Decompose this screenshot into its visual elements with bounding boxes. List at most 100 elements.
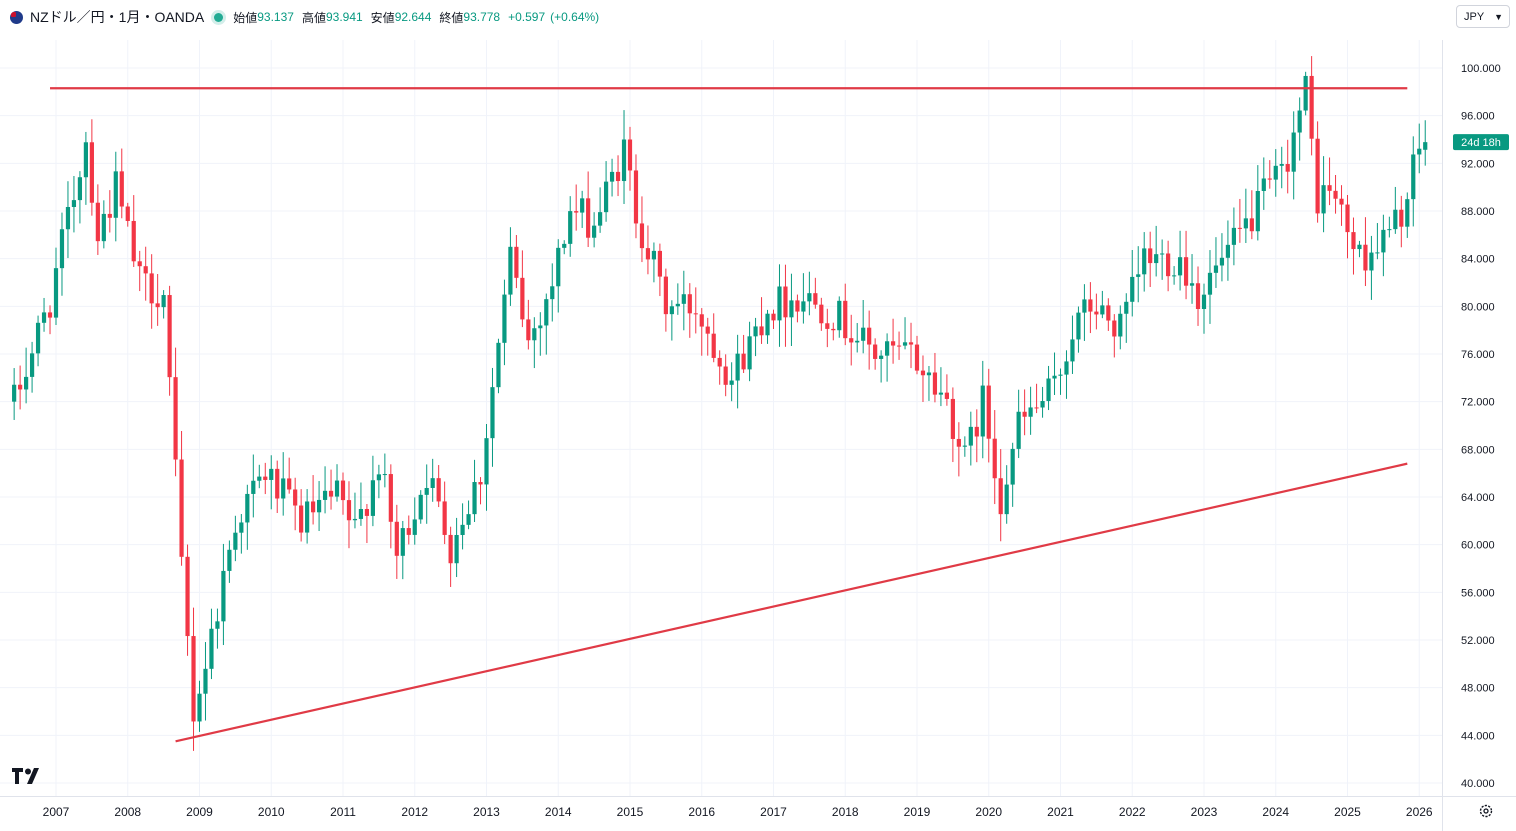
price-tick-label: 44.000 <box>1461 730 1495 742</box>
candle-body <box>1016 411 1021 449</box>
candle-body <box>101 213 106 242</box>
candle-body <box>741 353 746 370</box>
candle-body <box>1106 305 1111 321</box>
candle-body <box>316 499 322 513</box>
candle-body <box>466 514 471 525</box>
candle-body <box>1094 311 1099 315</box>
price-tick-label: 52.000 <box>1461 635 1495 647</box>
candle-body <box>920 370 926 376</box>
time-tick-label: 2022 <box>1119 805 1146 819</box>
close-label: 終値 <box>439 10 464 25</box>
candle-body <box>83 142 88 178</box>
candle-body <box>1189 283 1195 286</box>
time-tick-label: 2017 <box>760 805 787 819</box>
candle-body <box>227 549 232 571</box>
candle-body <box>603 181 609 213</box>
candle-body <box>179 459 184 557</box>
candle-body <box>759 326 764 336</box>
time-tick-label: 2010 <box>258 805 285 819</box>
time-tick-label: 2019 <box>904 805 931 819</box>
candle-body <box>669 306 674 315</box>
candle-body <box>1405 199 1410 227</box>
time-tick-label: 2023 <box>1191 805 1218 819</box>
candle-body <box>532 328 537 341</box>
candle-body <box>526 319 531 341</box>
candle-body <box>233 532 238 550</box>
candle-body <box>1034 407 1039 409</box>
candle-body <box>514 246 519 278</box>
nz-flag-icon <box>10 10 23 24</box>
candle-body <box>1225 244 1231 258</box>
candle-body <box>825 323 830 329</box>
candle-body <box>257 476 262 481</box>
candle-body <box>831 328 836 331</box>
candle-body <box>1303 75 1308 111</box>
candle-body <box>687 294 692 314</box>
time-tick-label: 2020 <box>975 805 1002 819</box>
market-status-icon <box>214 12 224 22</box>
candle-body <box>1022 411 1027 417</box>
candle-body <box>1285 164 1290 172</box>
price-tick-label: 88.000 <box>1461 206 1495 218</box>
gear-icon[interactable] <box>1477 802 1495 820</box>
high-label: 高値 <box>301 10 326 25</box>
candle-body <box>777 286 782 321</box>
candle-body <box>203 668 208 694</box>
candle-body <box>1291 132 1296 172</box>
candle-body <box>1261 178 1266 191</box>
candle-body <box>1231 227 1236 245</box>
candle-body <box>1351 232 1356 250</box>
symbol-title[interactable]: NZドル／円・1月・OANDA <box>30 9 205 25</box>
price-tick-label: 64.000 <box>1461 492 1495 504</box>
price-tick-label: 76.000 <box>1461 349 1495 361</box>
candle-body <box>167 295 172 378</box>
candle-body <box>77 177 83 201</box>
time-tick-label: 2021 <box>1047 805 1074 819</box>
support-trendline[interactable] <box>175 462 1408 743</box>
candle-body <box>621 139 627 182</box>
candle-body <box>556 247 561 287</box>
candle-body <box>950 398 955 439</box>
time-tick-label: 2013 <box>473 805 500 819</box>
candle-body <box>293 489 298 506</box>
candle-body <box>586 198 591 238</box>
candle-body <box>328 490 334 497</box>
candle-body <box>711 333 716 358</box>
candle-body <box>1297 110 1302 133</box>
candle-body <box>681 294 686 304</box>
candle-body <box>53 268 59 318</box>
candle-body <box>388 474 393 522</box>
candle-body <box>137 261 142 267</box>
candle-body <box>968 426 973 446</box>
candle-body <box>1064 361 1069 375</box>
candle-body <box>1249 218 1254 232</box>
candle-body <box>1309 75 1314 139</box>
candle-body <box>382 474 387 476</box>
currency-select[interactable]: JPY ▼ <box>1456 5 1510 28</box>
candle-body <box>932 372 938 395</box>
candle-body <box>1177 257 1183 276</box>
candle-body <box>717 357 722 367</box>
candle-body <box>191 636 196 722</box>
low-value: 92.644 <box>394 10 432 24</box>
candle-body <box>1417 148 1422 155</box>
candle-body <box>789 300 794 318</box>
candle-body <box>550 286 555 300</box>
candle-body <box>598 212 603 226</box>
candle-body <box>1423 142 1428 150</box>
candle-body <box>95 202 100 242</box>
candle-body <box>418 494 423 520</box>
candle-body <box>263 476 268 480</box>
price-tick-label: 56.000 <box>1461 587 1495 599</box>
candle-body <box>657 250 662 277</box>
candle-body <box>412 519 417 535</box>
candle-body <box>299 505 304 533</box>
price-tick-label: 84.000 <box>1461 254 1495 266</box>
candle-body <box>1375 252 1380 254</box>
candle-body <box>675 303 680 307</box>
candle-body <box>843 300 848 339</box>
candle-body <box>908 342 914 345</box>
candle-body <box>131 220 136 262</box>
candle-body <box>239 522 244 533</box>
